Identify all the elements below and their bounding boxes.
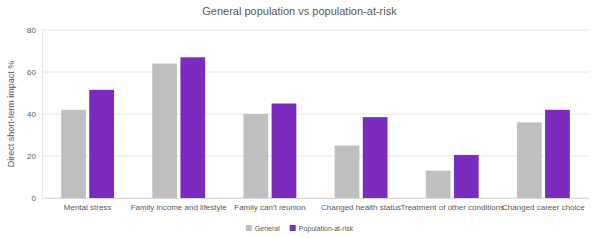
- bar: [61, 110, 86, 198]
- x-tick-label: Changed health status: [321, 203, 401, 212]
- x-tick: Changed health status: [321, 198, 401, 212]
- legend-item: Population-at-risk: [290, 225, 354, 233]
- y-axis: 0 20 40 60 80: [27, 26, 42, 203]
- x-tick: Treatment of other conditions: [400, 198, 504, 212]
- series: [61, 64, 542, 198]
- bar: [272, 104, 297, 199]
- x-tick-label: Treatment of other conditions: [400, 203, 504, 212]
- bar: [517, 122, 542, 198]
- x-tick: Family income and lifestyle: [131, 198, 228, 212]
- grid-line: [42, 114, 589, 115]
- bar: [335, 146, 360, 199]
- bar: [363, 117, 388, 198]
- x-axis-line: [43, 198, 590, 199]
- title: General population vs population-at-risk: [202, 5, 397, 17]
- x-tick: Family can't reunion: [234, 198, 305, 212]
- x-tick-label: Family can't reunion: [234, 203, 305, 212]
- plot: 0 20 40 60 80 Mental stress Family income and …: [27, 26, 589, 212]
- bars: [61, 57, 570, 198]
- legend-label: Population-at-risk: [299, 225, 354, 233]
- bar: [545, 110, 570, 198]
- legend-label: General: [255, 225, 280, 232]
- grid-line: [42, 198, 589, 199]
- bar: [454, 155, 479, 198]
- y-tick: 60: [27, 68, 42, 77]
- y-tick-label: 60: [27, 68, 36, 77]
- legend: General Population-at-risk: [246, 225, 354, 233]
- bar: [152, 64, 177, 198]
- bar: [89, 90, 114, 198]
- x-tick-label: Family income and lifestyle: [131, 203, 228, 212]
- x-tick: Changed career choice: [502, 198, 585, 212]
- y-axis-line: [42, 31, 43, 199]
- x-tick: Mental stress: [64, 198, 112, 212]
- y-tick-label: 40: [27, 110, 36, 119]
- y-tick: 20: [27, 152, 42, 161]
- legend-item: General: [246, 225, 280, 232]
- y-tick-label: 80: [27, 26, 36, 35]
- grid-line: [42, 72, 589, 73]
- bar: [180, 57, 205, 198]
- chart: General population vs population-at-risk…: [0, 0, 599, 238]
- y-tick: 0: [32, 194, 42, 203]
- legend-swatch: [290, 225, 296, 231]
- y-tick: 40: [27, 110, 42, 119]
- series: [89, 57, 570, 198]
- x-axis: Mental stress Family income and lifestyle…: [43, 198, 590, 212]
- x-tick-label: Changed career choice: [502, 203, 585, 212]
- grid-line: [42, 30, 589, 31]
- y-axis-title: Direct short-term impact %: [6, 61, 16, 168]
- y-tick-label: 0: [32, 194, 37, 203]
- grid-line: [42, 156, 589, 157]
- bar: [243, 114, 268, 198]
- legend-swatch: [246, 225, 252, 231]
- bar: [426, 171, 451, 198]
- y-tick: 80: [27, 26, 42, 35]
- grid: [42, 30, 589, 198]
- x-tick-label: Mental stress: [64, 203, 112, 212]
- y-tick-label: 20: [27, 152, 36, 161]
